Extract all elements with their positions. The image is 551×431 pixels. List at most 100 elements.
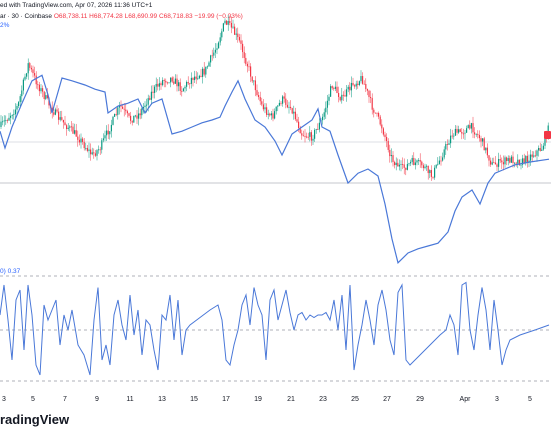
candle [206, 65, 208, 70]
candle [477, 130, 479, 139]
candle [134, 114, 136, 118]
candle [16, 103, 18, 116]
candle [494, 156, 496, 165]
candle [326, 94, 328, 115]
x-tick-label: 3 [495, 396, 499, 403]
x-tick-label: 19 [254, 396, 262, 403]
candle [59, 110, 61, 122]
candle [379, 114, 381, 127]
candle [264, 103, 266, 114]
candle [490, 157, 492, 167]
candle [254, 76, 256, 97]
candle [341, 87, 343, 104]
candle [350, 76, 352, 98]
candle [91, 147, 93, 156]
candle [78, 134, 80, 146]
candle [459, 128, 461, 133]
x-tick-label: 27 [383, 396, 391, 403]
candle [56, 105, 58, 114]
x-tick-label: 13 [158, 396, 166, 403]
candle [96, 149, 98, 161]
candle [197, 72, 199, 81]
candle [331, 85, 333, 90]
candle [245, 53, 247, 66]
candle [166, 81, 168, 85]
x-tick-label: 7 [63, 396, 67, 403]
tradingview-brand: radingView [0, 412, 70, 427]
candle [400, 160, 402, 172]
candle [173, 76, 175, 85]
candle [357, 80, 359, 89]
candle [312, 134, 314, 145]
candle [54, 107, 56, 116]
candle [128, 112, 130, 118]
candle [106, 125, 108, 142]
candle [152, 85, 154, 99]
candle [525, 155, 527, 166]
candle [5, 115, 7, 125]
candle [469, 120, 471, 130]
candle [440, 155, 442, 166]
x-tick-label: 5 [528, 396, 532, 403]
candle [496, 162, 498, 172]
x-tick-label: 5 [31, 396, 35, 403]
candle [522, 154, 524, 168]
candle [510, 154, 512, 164]
candle [504, 155, 506, 168]
candle [288, 101, 290, 114]
candle [419, 153, 421, 168]
candle [363, 80, 365, 85]
candle [517, 154, 519, 169]
candle [530, 149, 532, 166]
candle [269, 112, 271, 117]
candle [114, 113, 116, 117]
x-tick-label: 21 [287, 396, 295, 403]
candle [222, 22, 224, 32]
candle [75, 123, 77, 137]
candle [446, 139, 448, 151]
candle [62, 119, 64, 129]
candle [266, 103, 268, 118]
candle [334, 81, 336, 92]
candle [11, 114, 13, 120]
candle [94, 150, 96, 158]
candle [229, 15, 231, 26]
candle [403, 158, 405, 175]
candle [486, 143, 488, 159]
candle [314, 128, 316, 142]
candle [306, 132, 308, 139]
candle [248, 60, 250, 72]
candle [480, 135, 482, 148]
candle [125, 103, 127, 115]
candle [275, 106, 277, 115]
candle [410, 159, 412, 167]
candle [542, 142, 544, 151]
candle [158, 77, 160, 91]
candle [21, 85, 23, 103]
candle [109, 131, 111, 140]
candle [301, 129, 303, 140]
candle [179, 78, 181, 96]
candle [22, 77, 24, 95]
candle [294, 107, 296, 121]
candle [390, 148, 392, 163]
candle [107, 124, 109, 140]
candle [432, 176, 434, 180]
candle [414, 158, 416, 170]
candle [491, 157, 493, 166]
candle [58, 108, 60, 125]
candle [208, 60, 210, 67]
candle [274, 108, 276, 120]
candle [85, 142, 87, 151]
candle [162, 77, 164, 87]
candle [133, 115, 135, 123]
candle [258, 91, 260, 100]
candle [10, 112, 12, 125]
candle [168, 82, 170, 84]
candle [333, 86, 335, 91]
indicator-series-line [0, 281, 550, 376]
candle [115, 107, 117, 117]
candle [470, 122, 472, 134]
candle [66, 123, 68, 136]
